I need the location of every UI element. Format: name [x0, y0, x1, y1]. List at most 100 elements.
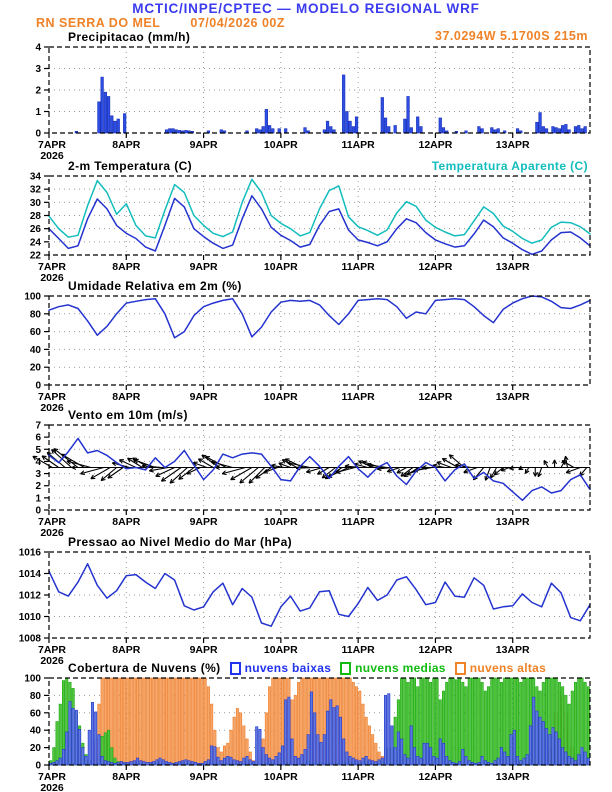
svg-text:0: 0 [35, 506, 41, 517]
station-name: RN SERRA DO MEL [36, 16, 161, 30]
svg-text:20: 20 [30, 363, 42, 374]
svg-text:100: 100 [24, 292, 41, 303]
svg-text:30: 30 [30, 198, 42, 209]
svg-text:8APR: 8APR [112, 261, 140, 273]
svg-text:1016: 1016 [19, 548, 42, 559]
legend-item-mid-clouds: nuvens medias [340, 661, 446, 675]
svg-text:12APR: 12APR [418, 261, 452, 273]
svg-text:7APR: 7APR [38, 261, 66, 273]
pres-line [48, 563, 591, 627]
svg-text:60: 60 [30, 708, 42, 719]
run-datetime: 07/04/2026 00Z [190, 16, 285, 30]
svg-text:2026: 2026 [40, 527, 64, 539]
svg-text:11APR: 11APR [342, 261, 376, 273]
svg-text:9APR: 9APR [190, 139, 218, 151]
svg-text:9APR: 9APR [190, 391, 218, 403]
svg-text:32: 32 [30, 185, 42, 196]
svg-text:13APR: 13APR [496, 139, 530, 151]
svg-text:40: 40 [30, 345, 42, 356]
temp-line [48, 195, 591, 256]
svg-text:12APR: 12APR [418, 139, 452, 151]
high-clouds-label: nuvens altas [469, 661, 547, 675]
svg-text:11APR: 11APR [342, 516, 376, 528]
svg-text:1008: 1008 [19, 634, 42, 645]
temp-line [48, 178, 591, 244]
mid-clouds-label: nuvens medias [355, 661, 446, 675]
legend-item-low-clouds: nuvens baixas [229, 661, 332, 675]
high-clouds-swatch-icon [454, 661, 466, 675]
svg-text:13APR: 13APR [496, 261, 530, 273]
svg-text:8APR: 8APR [112, 391, 140, 403]
svg-text:10APR: 10APR [264, 139, 298, 151]
svg-text:8APR: 8APR [112, 644, 140, 656]
svg-text:80: 80 [30, 309, 42, 320]
svg-text:0: 0 [35, 129, 41, 140]
svg-text:7APR: 7APR [38, 644, 66, 656]
svg-text:12APR: 12APR [418, 391, 452, 403]
svg-text:13APR: 13APR [496, 516, 530, 528]
svg-text:5: 5 [35, 445, 41, 456]
svg-text:7APR: 7APR [38, 516, 66, 528]
svg-text:8APR: 8APR [112, 516, 140, 528]
svg-text:2026: 2026 [40, 272, 64, 284]
svg-text:24: 24 [30, 237, 42, 248]
svg-text:12APR: 12APR [418, 644, 452, 656]
svg-text:34: 34 [30, 172, 42, 183]
low-clouds-swatch-icon [229, 661, 241, 675]
svg-text:9APR: 9APR [190, 261, 218, 273]
svg-text:9APR: 9APR [190, 771, 218, 783]
svg-text:13APR: 13APR [496, 771, 530, 783]
svg-text:13APR: 13APR [496, 391, 530, 403]
station-coordinates: 37.0294W 5.1700S 215m [435, 29, 588, 43]
svg-text:9APR: 9APR [190, 516, 218, 528]
svg-text:10APR: 10APR [264, 516, 298, 528]
svg-text:7: 7 [35, 421, 41, 432]
legend-item-high-clouds: nuvens altas [454, 661, 547, 675]
cloud-bars-nuvens-baixas [49, 691, 590, 766]
svg-text:10APR: 10APR [264, 261, 298, 273]
svg-text:1010: 1010 [19, 612, 42, 623]
svg-text:11APR: 11APR [342, 644, 376, 656]
svg-text:2: 2 [35, 86, 41, 97]
svg-text:13APR: 13APR [496, 644, 530, 656]
svg-text:11APR: 11APR [342, 771, 376, 783]
cloud-legend-row: Cobertura de Nuvens (%) nuvens baixas nu… [68, 661, 546, 675]
wind-vectors [32, 448, 588, 484]
mid-clouds-swatch-icon [340, 661, 352, 675]
svg-text:6: 6 [35, 433, 41, 444]
svg-text:80: 80 [30, 691, 42, 702]
svg-text:11APR: 11APR [342, 391, 376, 403]
svg-text:3: 3 [35, 64, 41, 75]
svg-text:26: 26 [30, 224, 42, 235]
precip-bars [74, 74, 587, 134]
svg-text:2026: 2026 [40, 655, 64, 667]
svg-text:2026: 2026 [40, 150, 64, 162]
svg-text:8APR: 8APR [112, 771, 140, 783]
station-run-line: RN SERRA DO MEL 07/04/2026 00Z [36, 16, 285, 30]
svg-text:10APR: 10APR [264, 391, 298, 403]
wind-title: Vento em 10m (m/s) [68, 408, 188, 422]
model-title: MCTIC/INPE/CPTEC — MODELO REGIONAL WRF [132, 1, 480, 16]
apparent-temperature-legend: Temperatura Aparente (C) [431, 159, 588, 173]
temperature-title: 2-m Temperatura (C) [68, 159, 193, 173]
low-clouds-label: nuvens baixas [244, 661, 332, 675]
svg-text:11APR: 11APR [342, 139, 376, 151]
wind-line [48, 437, 591, 502]
svg-text:2026: 2026 [40, 402, 64, 414]
svg-text:22: 22 [30, 251, 42, 262]
svg-text:7APR: 7APR [38, 771, 66, 783]
pressure-title: Pressao ao Nivel Medio do Mar (hPa) [68, 535, 293, 549]
precipitation-title: Precipitacao (mm/h) [68, 30, 191, 44]
svg-text:1012: 1012 [19, 591, 42, 602]
svg-text:7APR: 7APR [38, 139, 66, 151]
svg-text:0: 0 [35, 761, 41, 772]
svg-text:20: 20 [30, 743, 42, 754]
svg-text:12APR: 12APR [418, 516, 452, 528]
svg-text:10APR: 10APR [264, 644, 298, 656]
svg-text:1014: 1014 [19, 569, 42, 580]
svg-text:3: 3 [35, 469, 41, 480]
